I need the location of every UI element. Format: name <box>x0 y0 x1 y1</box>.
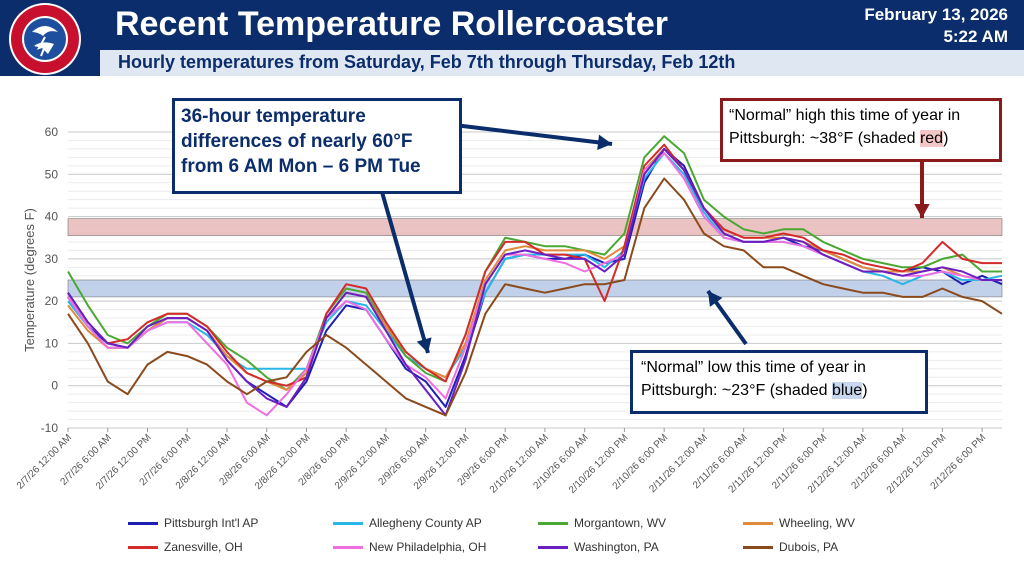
legend-label: Morgantown, WV <box>574 516 667 530</box>
normal-high-text: “Normal” high this time of year in Pitts… <box>729 107 961 147</box>
callout-normal-low: “Normal” low this time of year in Pittsb… <box>630 350 928 414</box>
legend-swatch <box>743 546 773 550</box>
legend-label: Allegheny County AP <box>369 516 482 530</box>
y-tick-label: 50 <box>45 167 59 181</box>
legend-label: Dubois, PA <box>779 540 839 554</box>
legend-label: Zanesville, OH <box>164 540 243 554</box>
legend-swatch <box>743 522 773 526</box>
y-tick-label: -10 <box>41 421 59 435</box>
y-tick-label: 10 <box>45 336 59 350</box>
series-line-7 <box>67 177 1003 417</box>
legend-swatch <box>333 522 363 526</box>
legend-item: Dubois, PA <box>743 540 838 554</box>
y-tick-label: 30 <box>45 252 59 266</box>
callout-swing-text: 36-hour temperature differences of nearl… <box>181 106 421 177</box>
band-normal-low <box>67 279 1003 298</box>
legend-swatch <box>538 546 568 550</box>
page-title: Recent Temperature Rollercoaster <box>115 5 669 43</box>
legend-item: Zanesville, OH <box>128 540 243 554</box>
nws-logo-icon <box>9 3 81 75</box>
normal-low-suffix: ) <box>862 382 868 399</box>
y-tick-label: 20 <box>45 294 59 308</box>
legend-label: Wheeling, WV <box>779 516 856 530</box>
series-line-4 <box>67 143 1002 387</box>
time-line: 5:22 AM <box>943 27 1008 46</box>
header-banner: Recent Temperature Rollercoaster Februar… <box>0 0 1024 76</box>
arrow-to-peak <box>445 122 613 146</box>
page-subtitle: Hourly temperatures from Saturday, Feb 7… <box>118 52 736 72</box>
subtitle-bar: Hourly temperatures from Saturday, Feb 7… <box>100 50 1024 76</box>
date-line: February 13, 2026 <box>864 5 1008 24</box>
band-normal-high <box>67 218 1003 236</box>
series-line-6 <box>67 147 1002 417</box>
y-axis-label: Temperature (degrees F) <box>22 208 37 352</box>
y-tick-label: 0 <box>51 379 58 393</box>
normal-low-text: “Normal” low this time of year in Pittsb… <box>641 359 866 399</box>
legend-item: Allegheny County AP <box>333 516 482 530</box>
arrow-to-peak-head <box>597 134 612 150</box>
legend-swatch <box>128 522 158 526</box>
legend-label: Pittsburgh Int'l AP <box>164 516 259 530</box>
normal-low-highlight: blue <box>831 382 863 399</box>
arrow-to-trough-head <box>416 337 432 353</box>
legend-item: New Philadelphia, OH <box>333 540 486 554</box>
arrow-to-normal-high-head <box>914 204 930 218</box>
y-tick-label: 40 <box>45 210 59 224</box>
legend-swatch <box>128 546 158 550</box>
series-line-2 <box>67 135 1002 391</box>
y-tick-label: 60 <box>45 125 59 139</box>
date-stamp: February 13, 2026 5:22 AM <box>864 4 1008 48</box>
legend-label: Washington, PA <box>574 540 659 554</box>
legend-swatch <box>538 522 568 526</box>
legend-item: Pittsburgh Int'l AP <box>128 516 258 530</box>
chart-legend: Pittsburgh Int'l AP Allegheny County AP Mo… <box>128 516 1008 572</box>
callout-temperature-swing: 36-hour temperature differences of nearl… <box>172 98 462 194</box>
legend-item: Morgantown, WV <box>538 516 666 530</box>
arrow-to-normal-low-head <box>708 291 723 307</box>
arrow-to-trough <box>378 184 430 354</box>
legend-item: Washington, PA <box>538 540 659 554</box>
normal-high-suffix: ) <box>943 130 949 147</box>
legend-swatch <box>333 546 363 550</box>
normal-high-highlight: red <box>919 130 944 147</box>
callout-normal-high: “Normal” high this time of year in Pitts… <box>720 98 1002 162</box>
legend-label: New Philadelphia, OH <box>369 540 487 554</box>
legend-item: Wheeling, WV <box>743 516 855 530</box>
